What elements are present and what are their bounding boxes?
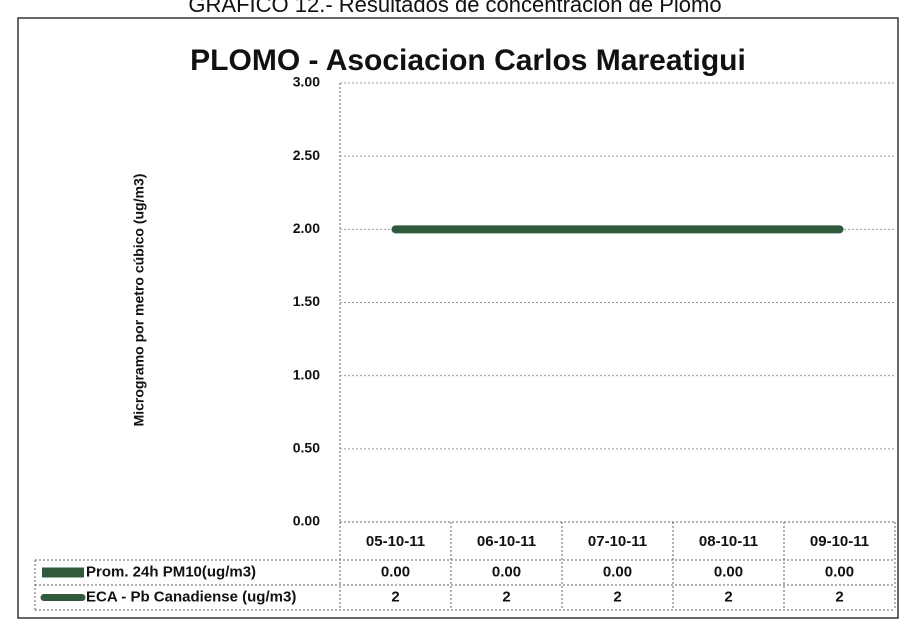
- legend-label: Prom. 24h PM10(ug/m3): [86, 563, 256, 580]
- data-label: 2: [502, 588, 510, 605]
- data-label: 2: [835, 588, 843, 605]
- data-label: 0.00: [492, 563, 521, 580]
- y-tick-label: 1.50: [293, 293, 320, 309]
- chart-title: PLOMO - Asociacion Carlos Mareatigui: [190, 44, 746, 77]
- x-tick-label: 07-10-11: [588, 533, 647, 550]
- y-tick-label: 0.00: [293, 513, 320, 529]
- data-label: 0.00: [381, 563, 410, 580]
- y-tick-label: 2.00: [293, 220, 320, 236]
- data-label: 2: [724, 588, 732, 605]
- caption: GRAFICO 12.- Resultados de concentracion…: [188, 0, 721, 17]
- y-tick-label: 3.00: [293, 74, 320, 90]
- x-tick-label: 06-10-11: [477, 533, 536, 550]
- y-tick-label: 2.50: [293, 147, 320, 163]
- data-label: 2: [613, 588, 621, 605]
- data-label: 0.00: [603, 563, 632, 580]
- legend-swatch: [42, 567, 84, 578]
- y-axis-label: Microgramo por metro cúbico (ug/m3): [131, 174, 147, 427]
- chart-frame: [17, 17, 899, 619]
- y-tick-label: 0.50: [293, 440, 320, 456]
- data-label: 0.00: [714, 563, 743, 580]
- data-label: 0.00: [825, 563, 854, 580]
- y-tick-label: 1.00: [293, 366, 320, 382]
- x-tick-label: 08-10-11: [699, 533, 758, 550]
- data-label: 2: [391, 588, 399, 605]
- x-tick-label: 05-10-11: [366, 533, 425, 550]
- legend-label: ECA - Pb Canadiense (ug/m3): [86, 588, 296, 605]
- x-tick-label: 09-10-11: [810, 533, 869, 550]
